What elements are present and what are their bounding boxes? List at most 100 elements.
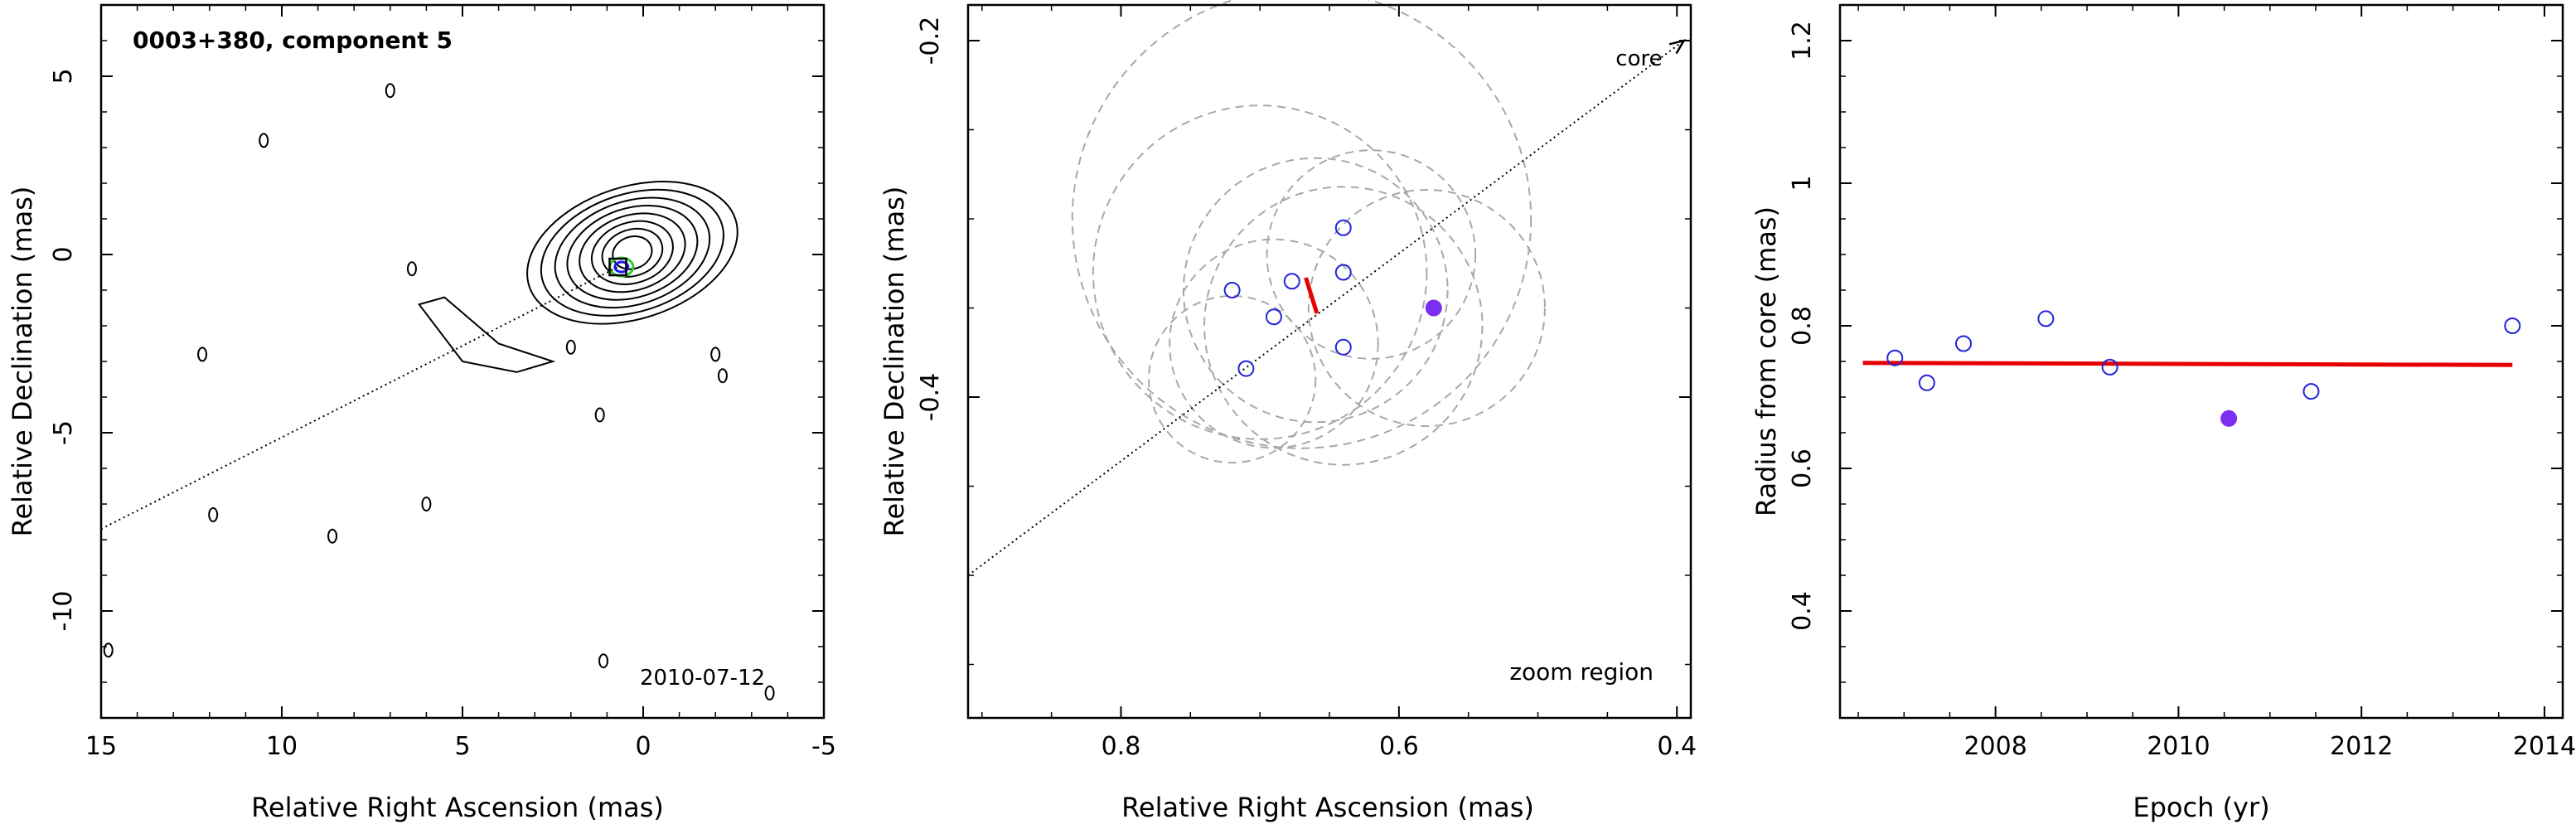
epoch-point — [2504, 318, 2521, 334]
noise-contour — [208, 507, 219, 522]
axis-ticks: 2008 2010 2012 2014 0.4 0.6 0.8 1 1.2 — [1788, 4, 2576, 761]
axis-ticks: 0.8 0.6 0.4 -0.2 -0.4 — [916, 5, 1697, 761]
y-tick-label: 0 — [49, 246, 78, 262]
contour-level — [540, 188, 724, 317]
y-tick-label: 0.6 — [1788, 448, 1817, 488]
y-tick-label: 0.8 — [1788, 306, 1817, 346]
y-axis-label: Relative Declination (mas) — [879, 187, 910, 537]
y-tick-label: 5 — [49, 68, 78, 84]
jet-direction — [100, 266, 618, 530]
core-arrowhead — [1668, 39, 1687, 55]
x-tick-label: 2012 — [2330, 732, 2393, 761]
noise-contour — [406, 261, 417, 277]
x-tick-label: 0 — [635, 732, 651, 761]
core-label: core — [1615, 46, 1662, 71]
error-circle — [1092, 104, 1428, 440]
noise-contour — [710, 347, 721, 362]
component-marker — [608, 257, 627, 277]
y-tick-label: 1.2 — [1788, 21, 1817, 61]
epoch-point — [1237, 360, 1255, 377]
contour-level — [590, 220, 674, 285]
noise-contour — [764, 685, 775, 701]
contour-level — [526, 181, 738, 325]
noise-contour — [594, 407, 605, 423]
fit-line — [1862, 361, 2513, 367]
noise-contour — [421, 497, 432, 511]
contour-map — [103, 83, 775, 701]
error-circle — [1266, 149, 1477, 360]
x-axis-label: Relative Right Ascension (mas) — [251, 792, 664, 823]
axis-ticks: 15 10 5 0 -5 5 0 -5 -10 — [49, 4, 836, 761]
epoch-point — [1223, 282, 1241, 298]
y-tick-label: -0.2 — [916, 17, 945, 65]
epoch-date-label: 2010-07-12 — [640, 666, 765, 691]
x-tick-label: 10 — [266, 732, 298, 761]
x-tick-label: 15 — [85, 732, 117, 761]
fit-segment — [1304, 277, 1319, 314]
contour-level — [566, 204, 699, 301]
noise-contour — [197, 347, 208, 362]
noise-contour — [565, 339, 576, 355]
x-tick-label: 0.8 — [1102, 732, 1141, 761]
epoch-point — [2302, 383, 2320, 400]
core-direction — [967, 39, 1687, 576]
x-tick-label: 2008 — [1963, 732, 2026, 761]
y-tick-label: -5 — [49, 420, 78, 445]
x-axis-label: Relative Right Ascension (mas) — [1121, 792, 1534, 823]
noise-contour — [598, 653, 609, 669]
error-circle — [1307, 188, 1546, 428]
epoch-point — [1265, 308, 1282, 326]
epoch-point — [2101, 358, 2118, 376]
epoch-point — [1334, 338, 1352, 356]
panel-title: 0003+380, component 5 — [133, 27, 453, 54]
y-tick-label: 1 — [1788, 175, 1817, 191]
plot-frame — [966, 3, 1692, 720]
error-circle — [1071, 0, 1533, 449]
x-tick-label: -5 — [811, 732, 836, 761]
contour-level — [554, 196, 711, 309]
noise-contour — [103, 642, 114, 658]
epoch-point — [1918, 374, 1935, 391]
y-tick-label: -0.4 — [916, 373, 945, 422]
jet-contour — [417, 296, 556, 373]
x-axis-label: Epoch (yr) — [2133, 792, 2269, 823]
x-tick-label: 0.4 — [1657, 732, 1697, 761]
epoch-point — [1334, 264, 1352, 281]
y-axis-label: Radius from core (mas) — [1750, 206, 1782, 516]
noise-contour — [385, 83, 395, 99]
zoom-region-label: zoom region — [1509, 658, 1654, 686]
y-tick-label: -10 — [49, 591, 78, 632]
error-circle — [1182, 157, 1449, 424]
x-tick-label: 2010 — [2147, 732, 2210, 761]
epoch-point — [1334, 219, 1352, 236]
epoch-point — [2037, 310, 2055, 327]
epoch-point — [1283, 273, 1300, 290]
noise-contour — [259, 133, 269, 148]
x-tick-label: 0.6 — [1379, 732, 1419, 761]
radius-panel: 2008 2010 2012 2014 0.4 0.6 0.8 1 1.2 Epoch (yr)… — [1750, 3, 2576, 823]
component-positions — [1223, 219, 1442, 377]
contour-level — [579, 212, 686, 293]
contour-level — [601, 227, 664, 278]
epoch-point — [1886, 349, 1904, 366]
epoch-point — [1955, 335, 1973, 352]
error-circle — [1169, 238, 1379, 449]
zoom-panel: 0.8 0.6 0.4 -0.2 -0.4 zoom region core Relat… — [879, 0, 1697, 823]
current-epoch-point — [2220, 410, 2238, 427]
radius-points — [1886, 310, 2521, 427]
image-panel: 15 10 5 0 -5 5 0 -5 -10 0003+380, component 5 20… — [7, 3, 836, 823]
blue-contour — [613, 260, 630, 274]
y-axis-label: Relative Declination (mas) — [7, 187, 38, 537]
error-circle — [1148, 294, 1317, 464]
error-circle — [1203, 186, 1484, 466]
current-epoch-point — [1425, 299, 1442, 317]
noise-contour — [717, 368, 728, 384]
core-direction-line — [967, 40, 1685, 576]
x-tick-label: 2014 — [2513, 732, 2576, 761]
y-tick-label: 0.4 — [1788, 591, 1817, 631]
error-circles — [1071, 0, 1546, 466]
radius-fit-line — [1862, 361, 2513, 367]
x-tick-label: 5 — [454, 732, 470, 761]
jet-direction-line — [100, 266, 618, 530]
